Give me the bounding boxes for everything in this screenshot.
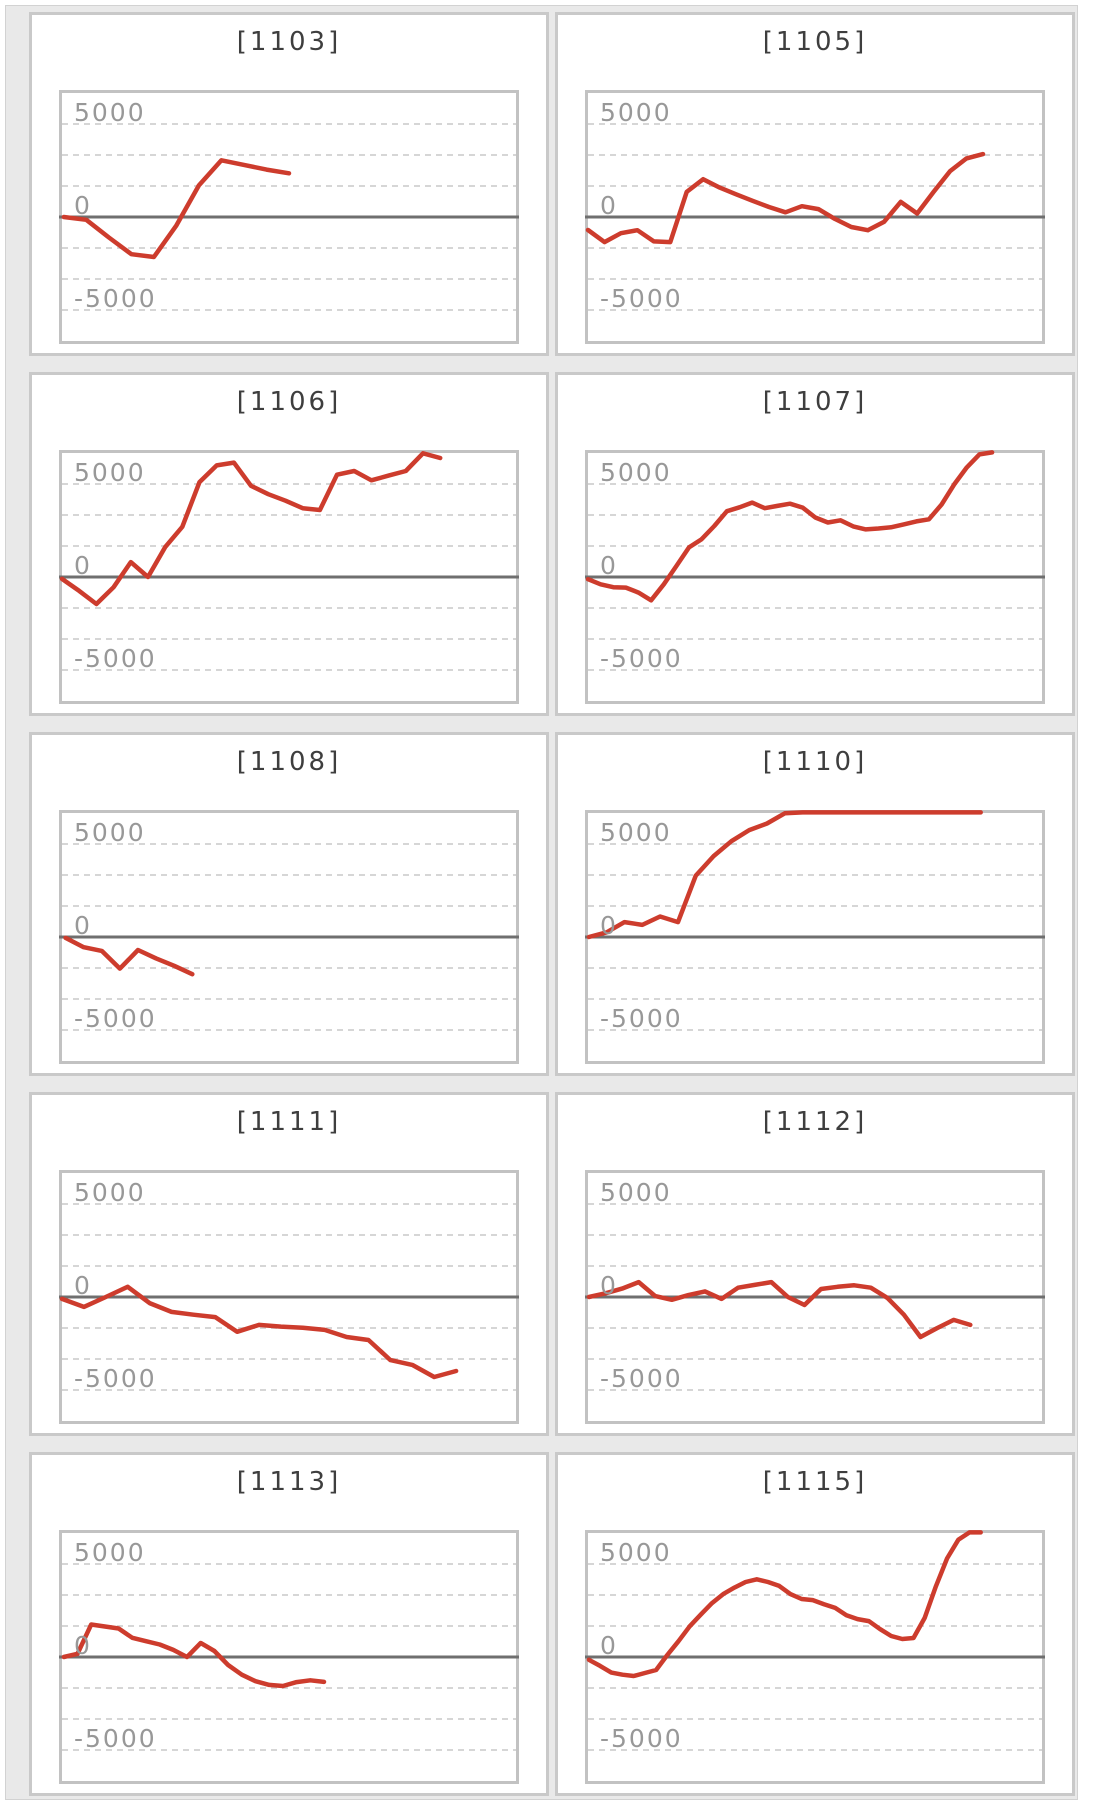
line-chart	[585, 450, 1045, 671]
y-axis-label-neg5000: -5000	[74, 284, 157, 313]
charts-container: [1103] 5000 0 -5000 [1105] 5000 0 -5000 …	[5, 5, 1078, 1800]
y-axis-label-5000: 5000	[600, 458, 672, 487]
y-axis-label-neg5000: -5000	[74, 644, 157, 673]
y-axis-label-0: 0	[600, 551, 618, 580]
data-series-line	[586, 1279, 973, 1340]
y-axis-label-0: 0	[600, 911, 618, 940]
plot-area: 5000 0 -5000	[585, 810, 1045, 1064]
y-axis-label-5000: 5000	[600, 1538, 672, 1567]
chart-panel: [1115] 5000 0 -5000	[555, 1452, 1075, 1796]
y-axis-label-0: 0	[600, 1271, 618, 1300]
line-chart	[585, 810, 1045, 1031]
y-axis-label-5000: 5000	[74, 458, 146, 487]
plot-area: 5000 0 -5000	[59, 810, 519, 1064]
y-axis-label-neg5000: -5000	[600, 1364, 683, 1393]
chart-title: [1113]	[236, 1467, 342, 1497]
chart-panel: [1112] 5000 0 -5000	[555, 1092, 1075, 1436]
line-chart	[59, 123, 519, 311]
chart-panel: [1110] 5000 0 -5000	[555, 732, 1075, 1076]
chart-panel: [1107] 5000 0 -5000	[555, 372, 1075, 716]
y-axis-label-0: 0	[74, 551, 92, 580]
data-series-line	[586, 810, 983, 940]
chart-title: [1108]	[236, 747, 342, 777]
y-axis-label-neg5000: -5000	[600, 644, 683, 673]
chart-title: [1115]	[762, 1467, 868, 1497]
y-axis-label-0: 0	[600, 191, 618, 220]
y-axis-label-0: 0	[74, 1271, 92, 1300]
chart-panel: [1108] 5000 0 -5000	[29, 732, 549, 1076]
chart-title: [1111]	[236, 1107, 342, 1137]
y-axis-label-5000: 5000	[74, 1178, 146, 1207]
line-chart	[585, 123, 1045, 311]
y-axis-label-neg5000: -5000	[74, 1364, 157, 1393]
chart-panel: [1113] 5000 0 -5000	[29, 1452, 549, 1796]
y-axis-label-0: 0	[74, 911, 92, 940]
y-axis-label-5000: 5000	[600, 1178, 672, 1207]
chart-title: [1106]	[236, 387, 342, 417]
plot-area: 5000 0 -5000	[59, 1170, 519, 1424]
y-axis-label-neg5000: -5000	[74, 1724, 157, 1753]
line-chart	[585, 1203, 1045, 1391]
y-axis-label-neg5000: -5000	[600, 284, 683, 313]
data-series-line	[585, 450, 995, 603]
plot-area: 5000 0 -5000	[59, 90, 519, 344]
plot-area: 5000 0 -5000	[585, 1170, 1045, 1424]
chart-title: [1112]	[762, 1107, 868, 1137]
y-axis-label-5000: 5000	[74, 98, 146, 127]
y-axis-label-5000: 5000	[600, 98, 672, 127]
line-chart	[59, 1563, 519, 1751]
plot-area: 5000 0 -5000	[59, 450, 519, 704]
line-chart	[59, 1203, 519, 1391]
y-axis-label-0: 0	[600, 1631, 618, 1660]
y-axis-label-0: 0	[74, 191, 92, 220]
line-chart	[59, 843, 519, 1031]
y-axis-label-neg5000: -5000	[600, 1724, 683, 1753]
data-series-line	[59, 1284, 459, 1380]
y-axis-label-neg5000: -5000	[600, 1004, 683, 1033]
charts-grid: [1103] 5000 0 -5000 [1105] 5000 0 -5000 …	[29, 12, 1075, 1796]
y-axis-label-0: 0	[74, 1631, 92, 1660]
line-chart	[59, 451, 519, 671]
chart-panel: [1103] 5000 0 -5000	[29, 12, 549, 356]
data-series-line	[61, 1622, 327, 1689]
chart-panel: [1105] 5000 0 -5000	[555, 12, 1075, 356]
line-chart	[585, 1530, 1045, 1751]
chart-title: [1103]	[236, 27, 342, 57]
plot-area: 5000 0 -5000	[585, 90, 1045, 344]
plot-area: 5000 0 -5000	[585, 450, 1045, 704]
y-axis-label-5000: 5000	[74, 818, 146, 847]
chart-panel: [1106] 5000 0 -5000	[29, 372, 549, 716]
data-series-line	[586, 1530, 983, 1679]
plot-area: 5000 0 -5000	[585, 1530, 1045, 1784]
data-series-line	[63, 935, 195, 977]
chart-title: [1105]	[762, 27, 868, 57]
plot-area: 5000 0 -5000	[59, 1530, 519, 1784]
data-series-line	[61, 158, 292, 260]
chart-title: [1110]	[762, 747, 868, 777]
data-series-line	[59, 451, 443, 607]
y-axis-label-5000: 5000	[600, 818, 672, 847]
data-series-line	[585, 151, 986, 245]
y-axis-label-5000: 5000	[74, 1538, 146, 1567]
y-axis-label-neg5000: -5000	[74, 1004, 157, 1033]
chart-title: [1107]	[762, 387, 868, 417]
chart-panel: [1111] 5000 0 -5000	[29, 1092, 549, 1436]
